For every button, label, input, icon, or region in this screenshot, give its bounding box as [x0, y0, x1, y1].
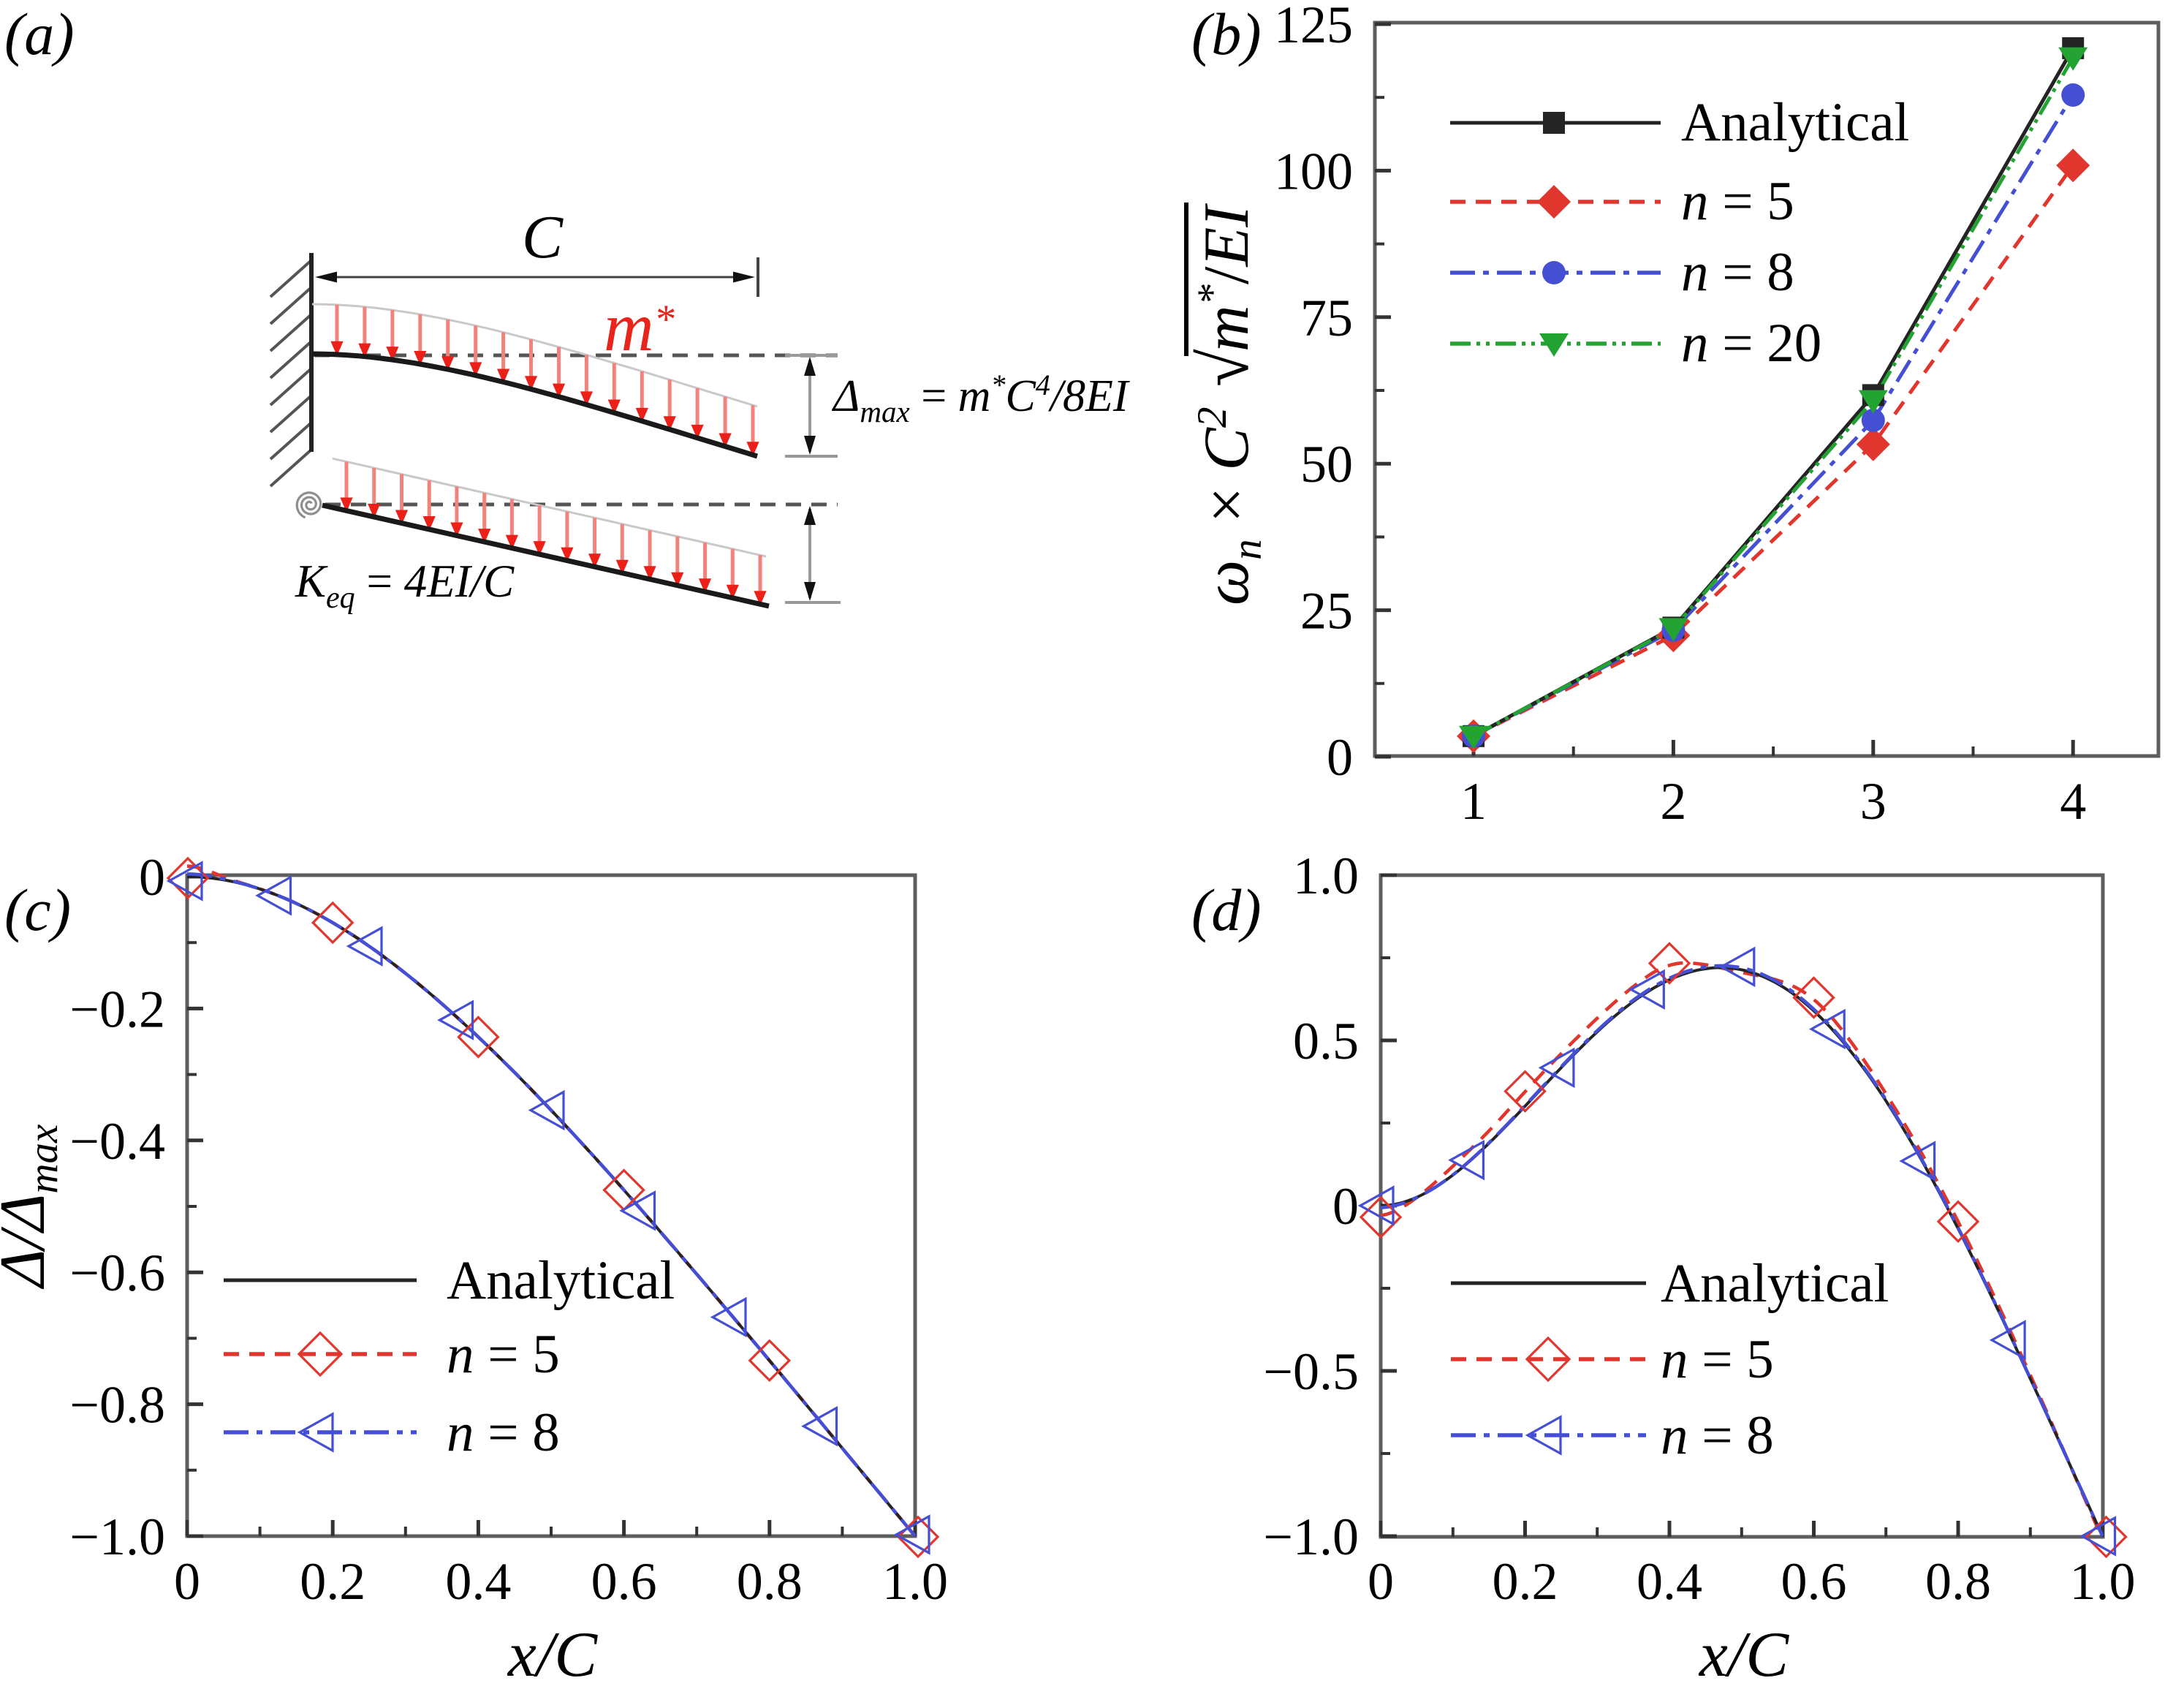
svg-text:0.6: 0.6 — [591, 1552, 657, 1611]
svg-text:100: 100 — [1274, 142, 1353, 200]
svg-text:−1.0: −1.0 — [69, 1508, 165, 1566]
svg-text:0: 0 — [1368, 1552, 1394, 1611]
svg-text:75: 75 — [1300, 289, 1353, 347]
svg-text:−0.6: −0.6 — [69, 1244, 165, 1302]
svg-text:4: 4 — [2060, 772, 2086, 831]
svg-text:−0.2: −0.2 — [69, 980, 165, 1038]
svg-text:n = 20: n = 20 — [1681, 313, 1821, 374]
svg-text:−0.8: −0.8 — [69, 1376, 165, 1434]
svg-text:25: 25 — [1300, 582, 1353, 640]
svg-text:1.0: 1.0 — [1293, 847, 1359, 905]
svg-text:0.8: 0.8 — [1925, 1552, 1991, 1611]
svg-text:C: C — [522, 203, 564, 271]
svg-text:0.5: 0.5 — [1293, 1012, 1359, 1070]
svg-text:n = 5: n = 5 — [1681, 171, 1794, 232]
svg-text:3: 3 — [1860, 772, 1887, 831]
svg-text:1.0: 1.0 — [882, 1552, 948, 1611]
svg-text:0.4: 0.4 — [445, 1552, 511, 1611]
svg-text:(a): (a) — [4, 1, 75, 67]
svg-text:x/C: x/C — [1698, 1619, 1790, 1686]
svg-text:n = 8: n = 8 — [1661, 1405, 1774, 1466]
svg-text:√: √ — [1187, 349, 1263, 387]
svg-text:0: 0 — [1332, 1177, 1359, 1236]
svg-text:Analytical: Analytical — [1661, 1253, 1889, 1314]
svg-text:0.6: 0.6 — [1781, 1552, 1847, 1611]
svg-text:n = 5: n = 5 — [1661, 1329, 1774, 1390]
svg-text:n = 8: n = 8 — [447, 1402, 560, 1463]
svg-text:m*/EI: m*/EI — [1189, 203, 1262, 352]
svg-text:Analytical: Analytical — [1681, 92, 1909, 153]
svg-text:125: 125 — [1274, 0, 1353, 54]
svg-text:(d): (d) — [1191, 877, 1262, 943]
svg-text:1.0: 1.0 — [2070, 1552, 2136, 1611]
svg-text:0: 0 — [174, 1552, 200, 1611]
svg-text:n = 8: n = 8 — [1681, 242, 1794, 303]
svg-text:−1.0: −1.0 — [1263, 1508, 1359, 1566]
svg-text:0: 0 — [1327, 728, 1353, 787]
svg-text:x/C: x/C — [507, 1619, 599, 1686]
svg-text:−0.4: −0.4 — [69, 1112, 165, 1171]
svg-text:Analytical: Analytical — [447, 1250, 675, 1311]
svg-text:2: 2 — [1660, 772, 1686, 831]
svg-text:(c): (c) — [4, 877, 71, 943]
svg-text:0.8: 0.8 — [737, 1552, 803, 1611]
svg-text:0.4: 0.4 — [1637, 1552, 1702, 1611]
svg-text:0.2: 0.2 — [300, 1552, 365, 1611]
svg-text:0.2: 0.2 — [1493, 1552, 1558, 1611]
svg-text:Δ/Δmax: Δ/Δmax — [0, 1124, 67, 1290]
svg-text:ωn × C2: ωn × C2 — [1189, 407, 1270, 605]
svg-text:0: 0 — [139, 848, 165, 907]
svg-text:(b): (b) — [1191, 1, 1262, 67]
svg-text:n = 5: n = 5 — [447, 1324, 560, 1385]
svg-text:50: 50 — [1300, 435, 1353, 494]
svg-text:−0.5: −0.5 — [1263, 1342, 1359, 1401]
svg-text:1: 1 — [1460, 772, 1487, 831]
